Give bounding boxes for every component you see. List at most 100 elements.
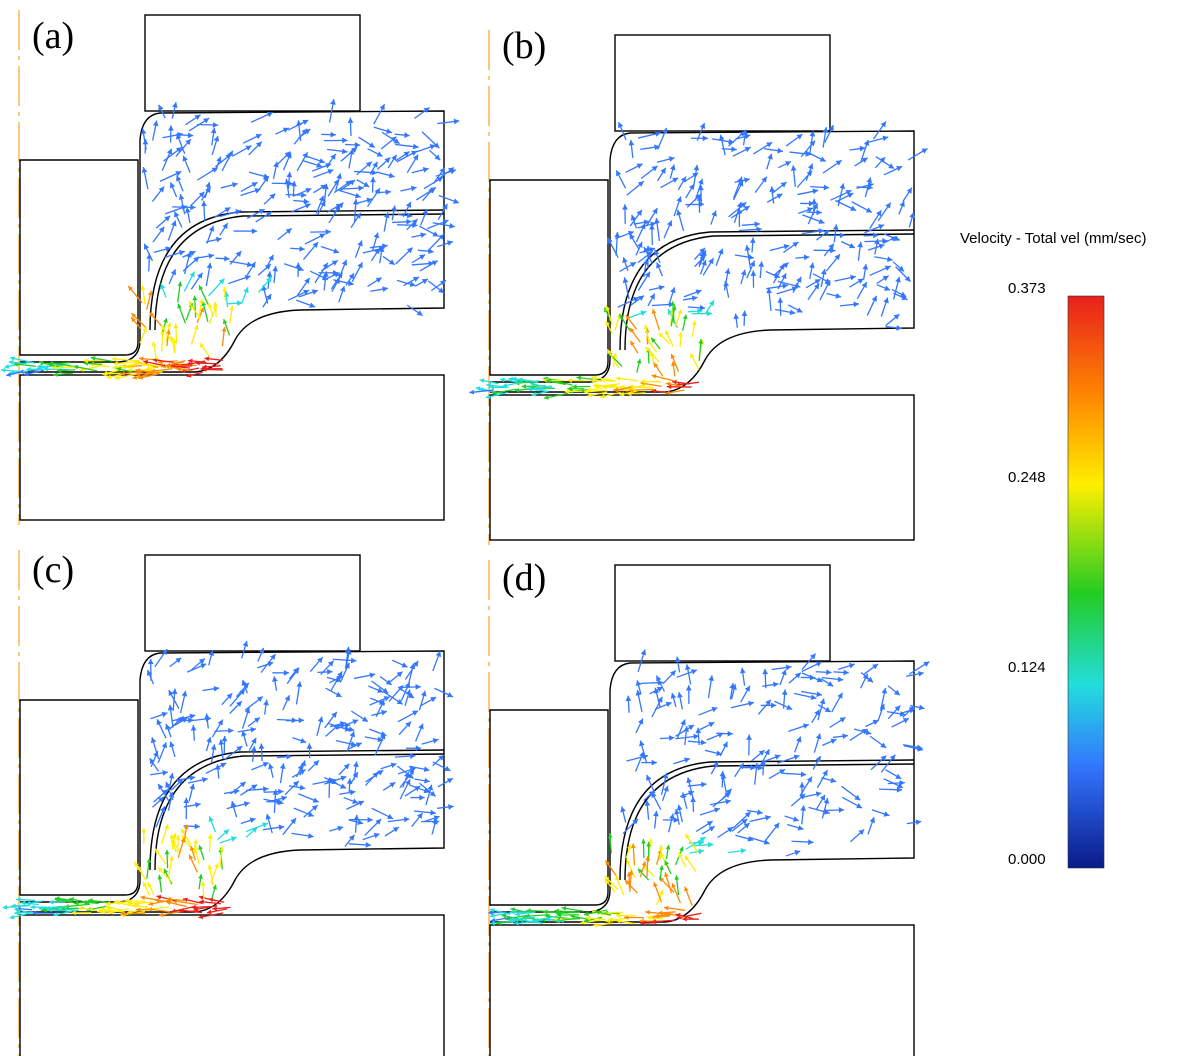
velocity-arrowhead	[266, 271, 273, 277]
colorbar	[1067, 295, 1105, 869]
velocity-arrowhead	[883, 811, 890, 817]
velocity-arrowhead	[640, 310, 647, 316]
velocity-arrowhead	[306, 743, 313, 749]
velocity-arrowhead	[376, 151, 383, 157]
velocity-arrowhead	[269, 193, 276, 200]
velocity-arrowhead	[880, 121, 887, 128]
left-die	[489, 709, 609, 906]
velocity-arrowhead	[781, 669, 787, 676]
velocity-arrowhead	[758, 750, 765, 756]
velocity-arrowhead	[660, 167, 666, 174]
velocity-arrowhead	[224, 255, 230, 262]
velocity-arrowhead	[427, 784, 434, 791]
velocity-arrowhead	[331, 711, 337, 718]
velocity-arrowhead	[677, 309, 683, 315]
velocity-arrowhead	[439, 167, 445, 174]
velocity-arrowhead	[534, 917, 539, 923]
velocity-arrowhead	[862, 264, 869, 270]
velocity-arrowhead	[711, 706, 718, 713]
velocity-arrowhead	[322, 271, 329, 277]
velocity-arrowhead	[708, 722, 715, 728]
velocity-arrowhead	[635, 690, 642, 696]
velocity-arrowhead	[677, 692, 683, 698]
velocity-arrowhead	[277, 799, 284, 806]
velocity-arrowhead	[235, 251, 242, 257]
velocity-arrowhead	[293, 667, 300, 674]
velocity-arrowhead	[839, 717, 846, 723]
velocity-arrowhead	[848, 662, 855, 669]
velocity-arrowhead	[680, 719, 686, 726]
velocity-arrowhead	[177, 779, 183, 785]
velocity-arrowhead	[781, 273, 787, 280]
velocity-arrowhead	[543, 909, 548, 915]
velocity-arrowhead	[210, 127, 217, 134]
velocity-arrowhead	[352, 771, 358, 778]
velocity-arrowhead	[896, 786, 903, 793]
velocity-arrowhead	[882, 238, 888, 244]
velocity-arrowhead	[682, 916, 687, 922]
velocity-arrowhead	[773, 822, 780, 829]
velocity-arrowhead	[168, 791, 175, 798]
velocity-arrowhead	[545, 917, 551, 922]
velocity-arrowhead	[658, 284, 665, 291]
velocity-arrowhead	[682, 314, 688, 320]
velocity-arrowhead	[383, 696, 390, 702]
velocity-arrowhead	[708, 300, 715, 307]
velocity-arrowhead	[830, 247, 836, 254]
velocity-arrowhead	[708, 258, 714, 265]
velocity-arrowhead	[177, 303, 182, 309]
velocity-arrowhead	[896, 324, 902, 331]
velocity-arrowhead	[739, 131, 746, 137]
velocity-arrowhead	[501, 913, 507, 919]
velocity-arrowhead	[352, 199, 359, 205]
lower-die	[19, 374, 445, 521]
velocity-arrowhead	[329, 777, 336, 784]
velocity-arrowhead	[901, 294, 908, 300]
velocity-arrowhead	[618, 122, 624, 129]
velocity-arrowhead	[268, 254, 274, 261]
velocity-arrowhead	[654, 144, 660, 151]
velocity-arrowhead	[885, 202, 891, 209]
velocity-arrowhead	[340, 783, 347, 789]
velocity-arrowhead	[744, 245, 751, 251]
velocity-arrowhead	[485, 394, 491, 399]
velocity-arrowhead	[342, 137, 348, 144]
velocity-arrowhead	[428, 248, 434, 255]
velocity-arrowhead	[685, 685, 692, 691]
velocity-arrowhead	[370, 176, 376, 183]
velocity-arrowhead	[175, 657, 182, 664]
velocity-arrowhead	[740, 202, 747, 208]
velocity-arrowhead	[688, 183, 695, 190]
velocity-arrowhead	[193, 324, 199, 330]
velocity-arrowhead	[763, 839, 770, 845]
velocity-arrowhead	[327, 660, 334, 667]
velocity-arrowhead	[760, 760, 767, 766]
velocity-arrowhead	[141, 167, 148, 173]
velocity-arrowhead	[299, 246, 305, 252]
left-die	[19, 159, 139, 356]
velocity-arrowhead	[812, 188, 819, 195]
workpiece-outline	[20, 650, 445, 913]
velocity-arrowhead	[641, 861, 647, 867]
velocity-arrowhead	[816, 691, 823, 698]
velocity-arrowhead	[229, 305, 235, 311]
velocity-arrowhead	[669, 813, 675, 820]
velocity-arrowhead	[899, 711, 906, 717]
velocity-arrowhead	[406, 212, 413, 219]
velocity-arrowhead	[296, 681, 303, 688]
velocity-arrowhead	[127, 909, 132, 915]
velocity-arrowhead	[189, 775, 196, 781]
velocity-arrowhead	[337, 825, 344, 832]
velocity-arrowhead	[654, 913, 660, 919]
velocity-arrowhead	[797, 825, 804, 831]
velocity-arrowhead	[822, 770, 828, 777]
velocity-arrowhead	[343, 763, 350, 770]
velocity-arrowhead	[615, 376, 621, 382]
velocity-arrowhead	[178, 194, 185, 200]
velocity-arrowhead	[668, 156, 675, 162]
panel-d: (d)	[488, 557, 930, 1056]
velocity-arrowhead	[177, 281, 183, 287]
velocity-arrowhead	[358, 800, 365, 806]
upper-punch	[144, 14, 361, 112]
